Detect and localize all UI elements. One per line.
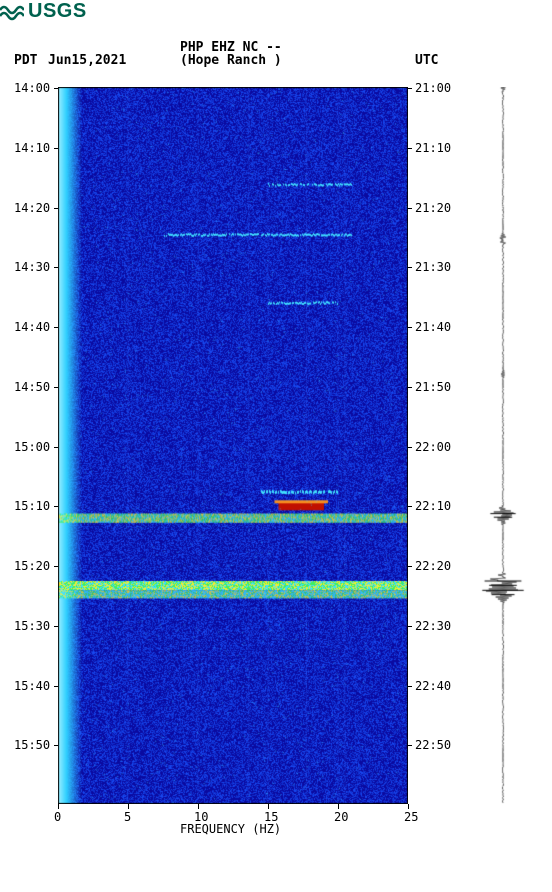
spectrogram [58, 87, 408, 804]
ytick-right: 21:40 [415, 320, 451, 334]
tick-mark [408, 148, 412, 149]
seismogram-trace [480, 87, 526, 804]
tick-mark [408, 267, 412, 268]
xtick: 25 [404, 810, 418, 824]
header-right-tz: UTC [415, 53, 438, 68]
ytick-left: 15:20 [14, 559, 50, 573]
tick-mark [54, 208, 58, 209]
ytick-right: 21:30 [415, 260, 451, 274]
tick-mark [54, 686, 58, 687]
ytick-left: 14:20 [14, 201, 50, 215]
ytick-left: 14:50 [14, 380, 50, 394]
ytick-right: 22:30 [415, 619, 451, 633]
header-left-tz: PDT [14, 53, 37, 68]
tick-mark [54, 327, 58, 328]
ytick-right: 21:10 [415, 141, 451, 155]
tick-mark [408, 88, 412, 89]
ytick-right: 21:50 [415, 380, 451, 394]
ytick-left: 14:40 [14, 320, 50, 334]
tick-mark [408, 626, 412, 627]
tick-mark [408, 745, 412, 746]
tick-mark [408, 447, 412, 448]
ytick-right: 22:50 [415, 738, 451, 752]
tick-mark [128, 804, 129, 809]
usgs-logo: USGS [0, 0, 87, 23]
tick-mark [198, 804, 199, 809]
ytick-right: 22:00 [415, 440, 451, 454]
xtick: 5 [124, 810, 131, 824]
xtick: 15 [264, 810, 278, 824]
ytick-left: 14:00 [14, 81, 50, 95]
tick-mark [338, 804, 339, 809]
ytick-left: 15:00 [14, 440, 50, 454]
xtick: 10 [194, 810, 208, 824]
tick-mark [268, 804, 269, 809]
header-title2: (Hope Ranch ) [180, 53, 282, 68]
ytick-right: 22:20 [415, 559, 451, 573]
tick-mark [54, 506, 58, 507]
ytick-left: 15:10 [14, 499, 50, 513]
tick-mark [54, 88, 58, 89]
tick-mark [54, 267, 58, 268]
ytick-left: 15:50 [14, 738, 50, 752]
logo-text: USGS [28, 0, 87, 23]
xtick: 0 [54, 810, 61, 824]
tick-mark [54, 387, 58, 388]
tick-mark [408, 327, 412, 328]
xtick: 20 [334, 810, 348, 824]
tick-mark [58, 804, 59, 809]
ytick-right: 21:20 [415, 201, 451, 215]
tick-mark [408, 387, 412, 388]
tick-mark [54, 626, 58, 627]
ytick-right: 21:00 [415, 81, 451, 95]
tick-mark [408, 804, 409, 809]
ytick-right: 22:40 [415, 679, 451, 693]
tick-mark [408, 208, 412, 209]
x-axis-label: FREQUENCY (HZ) [180, 822, 281, 836]
tick-mark [54, 566, 58, 567]
ytick-left: 14:30 [14, 260, 50, 274]
ytick-right: 22:10 [415, 499, 451, 513]
tick-mark [54, 745, 58, 746]
usgs-wave-icon [0, 2, 24, 22]
tick-mark [408, 566, 412, 567]
ytick-left: 15:40 [14, 679, 50, 693]
tick-mark [408, 506, 412, 507]
header-date: Jun15,2021 [48, 53, 126, 68]
tick-mark [54, 148, 58, 149]
tick-mark [54, 447, 58, 448]
tick-mark [408, 686, 412, 687]
ytick-left: 15:30 [14, 619, 50, 633]
ytick-left: 14:10 [14, 141, 50, 155]
